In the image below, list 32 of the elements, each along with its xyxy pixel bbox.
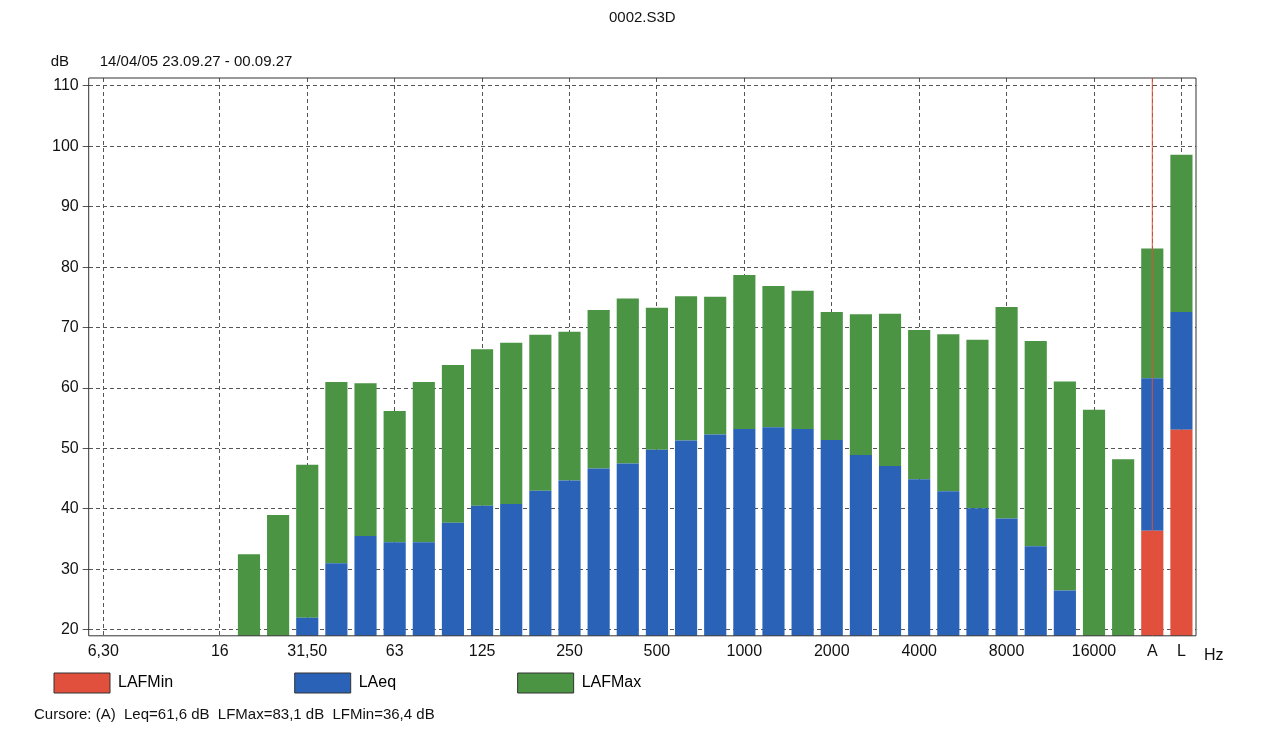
y-tick-label: 40	[60, 499, 79, 517]
x-tick-label: A	[1146, 641, 1158, 659]
x-tick-label: 8000	[988, 641, 1025, 659]
chart-subtitle: 14/04/05 23.09.27 - 00.09.27	[99, 52, 293, 70]
y-tick-label: 110	[53, 76, 79, 94]
y-tick-label: 20	[60, 620, 79, 638]
x-tick-label: 6,30	[87, 641, 119, 659]
y-tick-label: 60	[60, 378, 79, 396]
legend-label: LAFMax	[581, 673, 757, 691]
legend-label: LAFMin	[118, 673, 289, 691]
x-tick-label: 4000	[901, 641, 938, 659]
x-tick-label: L	[1176, 641, 1186, 659]
x-tick-label: 2000	[813, 641, 850, 659]
chart-title: 0002.S3D	[608, 8, 676, 26]
y-tick-label: 90	[60, 197, 79, 215]
x-tick-label: 250	[556, 641, 583, 659]
legend-label: LAeq	[358, 673, 512, 691]
y-tick-label: 50	[60, 438, 79, 456]
y-tick-label: 70	[60, 318, 79, 335]
x-tick-label: 31,50	[287, 641, 328, 659]
x-tick-label: 16	[210, 641, 229, 659]
y-tick-label: 100	[51, 136, 79, 154]
x-tick-label: 125	[468, 641, 496, 659]
x-tick-label: 63	[385, 641, 404, 659]
x-tick-label: 1000	[726, 641, 763, 659]
text: Cursore: (A) Leq=61,6 dB LFMax=83,1 dB LFMin=36,4 dB	[34, 705, 435, 723]
x-axis-title: Hz	[1204, 646, 1224, 664]
x-tick-label: 16000	[1071, 641, 1117, 659]
y-tick-label: 80	[60, 257, 79, 275]
x-tick-label: 500	[643, 641, 671, 659]
y-axis-title: dB	[50, 52, 70, 70]
y-tick-label: 30	[60, 559, 79, 577]
